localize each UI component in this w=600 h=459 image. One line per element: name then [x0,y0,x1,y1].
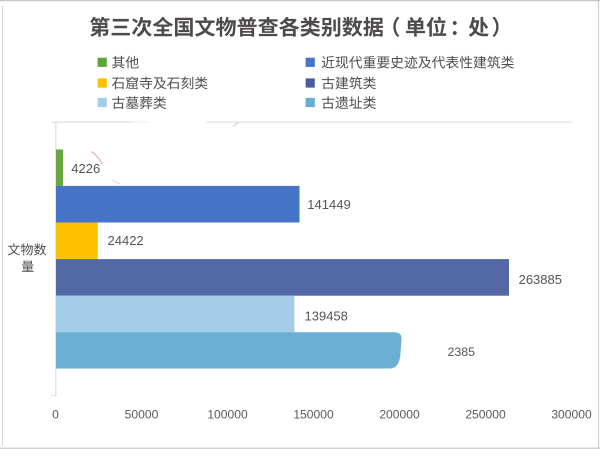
svg-text:150000: 150000 [293,408,334,422]
svg-text:50000: 50000 [125,408,159,422]
svg-text:250000: 250000 [465,408,506,422]
svg-text:263885: 263885 [519,272,562,287]
svg-text:2385: 2385 [448,345,476,359]
svg-text:300000: 300000 [551,408,592,422]
svg-text:24422: 24422 [108,233,144,248]
svg-text:4226: 4226 [71,161,100,176]
svg-text:141449: 141449 [307,197,350,212]
svg-text:0: 0 [52,408,59,422]
svg-text:100000: 100000 [207,408,248,422]
svg-text:200000: 200000 [379,408,420,422]
svg-text:139458: 139458 [305,309,348,324]
